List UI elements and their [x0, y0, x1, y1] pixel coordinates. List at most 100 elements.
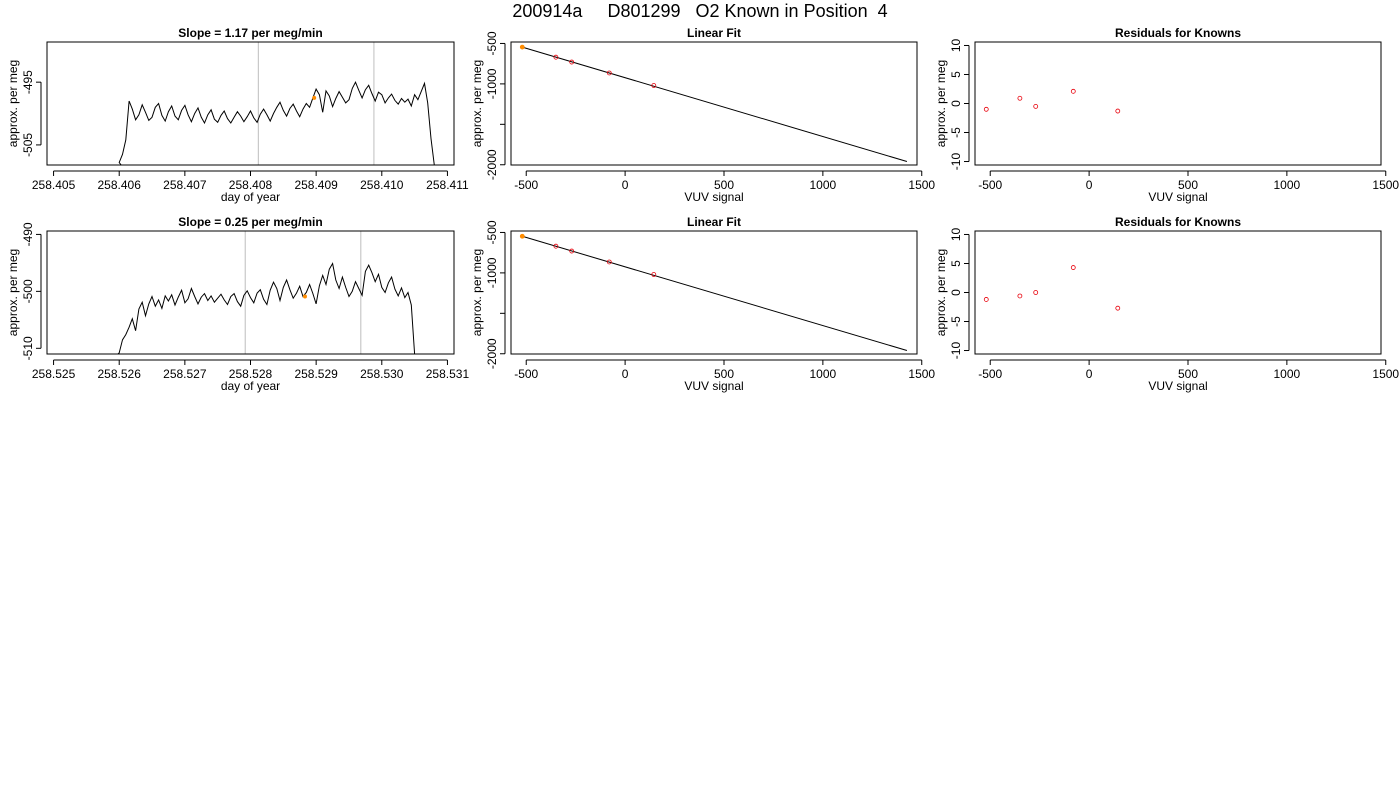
y-tick-label: -510	[21, 336, 35, 360]
x-tick-label: 1500	[908, 367, 935, 381]
data-point	[606, 70, 612, 76]
x-tick-label: 258.527	[163, 367, 207, 381]
y-tick-label: -505	[21, 133, 35, 157]
y-tick-label: -1000	[485, 257, 499, 288]
x-tick-label: 0	[1086, 367, 1093, 381]
x-tick-label: -500	[514, 367, 538, 381]
highlight-point	[302, 294, 307, 299]
data-point	[1017, 95, 1023, 101]
data-point	[1115, 305, 1121, 311]
x-tick-label: 0	[1086, 178, 1093, 192]
x-tick-label: 258.408	[229, 178, 273, 192]
data-point	[1033, 104, 1039, 109]
x-tick-label: 258.409	[294, 178, 338, 192]
series-line	[118, 81, 438, 165]
x-tick-label: 258.411	[426, 178, 469, 192]
chart-fit1: -500 0 500 1000 1500 -500 -1000 -2000 Linear Fit…	[470, 26, 935, 204]
data-point	[1033, 290, 1039, 295]
y-tick-label: -10	[949, 153, 963, 171]
data-point	[519, 233, 525, 239]
y-tick-label: -500	[485, 31, 499, 55]
x-tick-label: 1000	[810, 367, 837, 381]
data-point	[569, 248, 575, 254]
x-tick-label: 258.531	[426, 367, 470, 381]
x-axis-label: VUV signal	[684, 379, 743, 393]
plot-frame	[974, 230, 1382, 355]
y-axis-label: approx. per meg	[934, 249, 948, 336]
y-axis-label: approx. per meg	[470, 60, 484, 147]
data-point	[1070, 265, 1076, 270]
data-point	[1070, 88, 1076, 94]
y-tick-label: 10	[949, 38, 963, 52]
highlight-point	[312, 95, 317, 100]
y-tick-label: 10	[949, 227, 963, 241]
y-tick-label: 5	[949, 71, 963, 78]
y-tick-label: 0	[949, 289, 963, 296]
data-point	[651, 272, 657, 277]
y-axis-label: approx. per meg	[6, 249, 20, 336]
plot-frame	[46, 230, 455, 355]
plot-frame	[974, 41, 1382, 166]
data-point	[569, 59, 575, 65]
x-tick-label: -500	[978, 178, 1002, 192]
fit-line	[522, 235, 908, 352]
chart-res2: -500 0 500 1000 1500 10 5 0 -5 -10 Residuals for K…	[934, 215, 1399, 393]
plot-frame	[510, 41, 918, 166]
x-axis-label: VUV signal	[1148, 379, 1207, 393]
x-tick-label: 258.406	[98, 178, 142, 192]
x-tick-label: 0	[622, 367, 629, 381]
x-tick-label: 500	[1178, 367, 1198, 381]
chart-title: Slope = 0.25 per meg/min	[178, 215, 322, 229]
chart-ts2: 258.525 258.526 258.527 258.528 258.529 258.5…	[6, 215, 469, 393]
x-tick-label: 258.410	[360, 178, 404, 192]
x-tick-label: 258.528	[229, 367, 273, 381]
x-tick-label: 500	[1178, 178, 1198, 192]
x-tick-label: 1000	[810, 178, 837, 192]
data-point	[1115, 108, 1121, 114]
y-axis-label: approx. per meg	[934, 60, 948, 147]
y-tick-label: -495	[21, 70, 35, 94]
y-axis-label: approx. per meg	[6, 60, 20, 147]
y-tick-label: -1000	[485, 68, 499, 99]
data-point	[519, 44, 525, 50]
plot-frame	[46, 41, 455, 166]
y-tick-label: -500	[21, 279, 35, 303]
x-tick-label: 1500	[1372, 178, 1399, 192]
x-tick-label: 1000	[1274, 367, 1301, 381]
x-tick-label: 258.407	[163, 178, 207, 192]
x-tick-label: 1000	[1274, 178, 1301, 192]
chart-title: Residuals for Knowns	[1115, 26, 1241, 40]
y-tick-label: -500	[485, 220, 499, 244]
chart-title: Linear Fit	[687, 215, 741, 229]
chart-title: Residuals for Knowns	[1115, 215, 1241, 229]
data-point	[553, 54, 559, 60]
y-tick-label: -2000	[485, 149, 499, 180]
x-axis-label: VUV signal	[1148, 190, 1207, 204]
series-line	[117, 262, 418, 354]
x-tick-label: 258.529	[294, 367, 338, 381]
y-tick-label: -5	[949, 127, 963, 138]
x-tick-label: 500	[714, 178, 734, 192]
data-point	[553, 243, 559, 249]
chart-title: Slope = 1.17 per meg/min	[178, 26, 322, 40]
y-tick-label: -5	[949, 316, 963, 327]
y-tick-label: -490	[21, 222, 35, 246]
chart-title: Linear Fit	[687, 26, 741, 40]
x-axis-label: day of year	[221, 379, 280, 393]
y-axis-label: approx. per meg	[470, 249, 484, 336]
data-point	[1017, 293, 1023, 299]
x-tick-label: 258.530	[360, 367, 404, 381]
chart-res1: -500 0 500 1000 1500 10 5 0 -5 -10 Residuals for K…	[934, 26, 1399, 204]
y-tick-label: 5	[949, 260, 963, 267]
data-point	[983, 106, 989, 112]
plot-frame	[510, 230, 918, 355]
x-tick-label: 258.405	[32, 178, 76, 192]
y-tick-label: -10	[949, 342, 963, 360]
data-point	[983, 297, 989, 302]
chart-ts1: 258.405 258.406 258.407 258.408 258.409 258.4…	[6, 26, 469, 204]
y-tick-label: -2000	[485, 338, 499, 369]
x-tick-label: 258.525	[32, 367, 76, 381]
x-tick-label: 0	[622, 178, 629, 192]
fit-line	[522, 46, 908, 163]
